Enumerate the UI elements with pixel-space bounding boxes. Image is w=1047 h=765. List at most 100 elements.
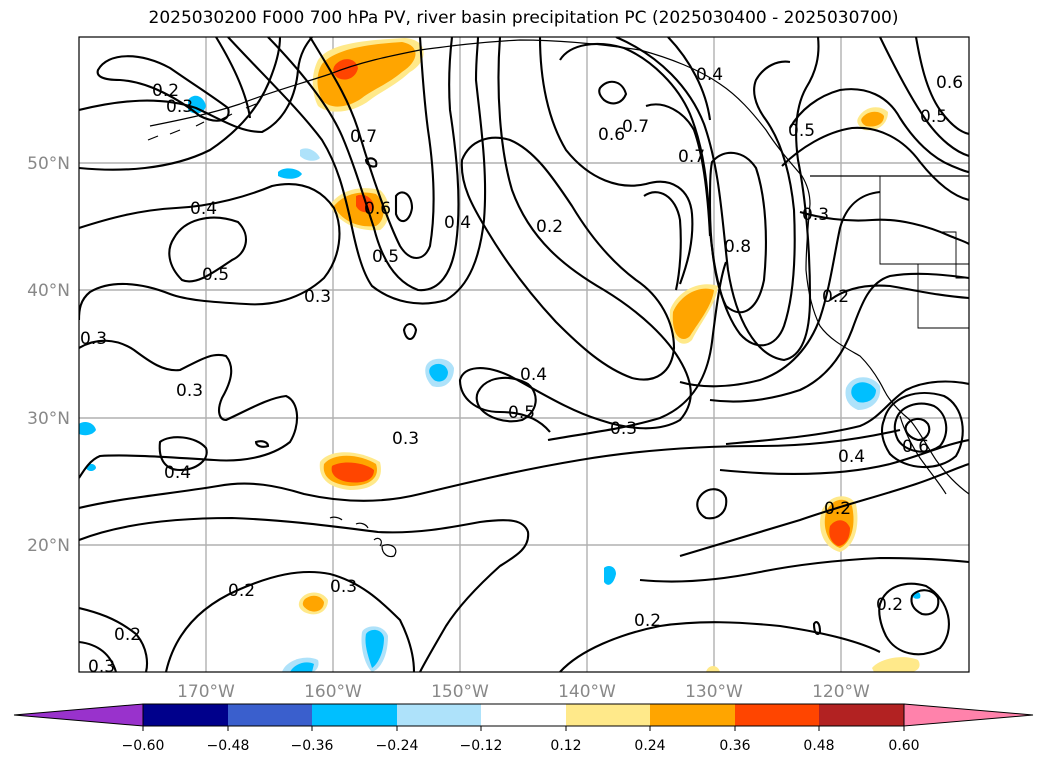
pv-contour-0-3-trough-central	[79, 428, 901, 510]
pv-contour-0-8-ridge	[708, 151, 767, 314]
coastline-alaska	[149, 39, 811, 205]
contour-label-0-6-trough: 0.6	[364, 199, 391, 219]
contour-label-0-3-mid: 0.3	[610, 419, 637, 439]
pv-contour-0-3-low	[719, 438, 969, 475]
coastline-hawaii	[329, 516, 397, 558]
contour-label-0-6-ridge: 0.6	[598, 125, 625, 145]
contour-label-0-2-s: 0.2	[228, 581, 255, 601]
pv-contour-0-4-ne	[781, 126, 969, 202]
colorbar-extend-low	[13, 703, 144, 727]
pv-contour-0-3-coast-north	[799, 210, 969, 245]
contour-labels: 0.2 0.3 0.4 0.5 0.3 0.3 0.4 0.2 0.2 0.3 …	[80, 65, 963, 677]
pv-contour-0-6-ne-edge	[914, 37, 969, 136]
colorbar-segment-9	[819, 704, 904, 726]
pv-contour-0-4-ridge-outer	[667, 37, 712, 121]
contour-label-0-4-ridge: 0.4	[696, 65, 723, 85]
contour-label-0-2-se: 0.2	[876, 595, 903, 615]
contour-label-0-5-w: 0.5	[202, 265, 229, 285]
colorbar-tick-7: 0.24	[634, 738, 665, 754]
pv-contour-small-loop-5	[812, 621, 822, 635]
pv-contour-0-4-low	[725, 380, 969, 446]
contour-label-0-6-ne-edge: 0.6	[936, 73, 963, 93]
colorbar-segment-4	[397, 704, 481, 726]
precip-shading	[79, 38, 921, 672]
pv-contour-0-3-aleutian	[79, 37, 313, 134]
colorbar-tick-1: −0.60	[122, 738, 165, 754]
colorbar-tick-3: −0.36	[291, 738, 334, 754]
pv-contour-0-2-bottom-mid	[559, 621, 881, 672]
pv-contour-0-3-sw-corner	[79, 640, 118, 672]
contour-label-0-7-west: 0.7	[350, 127, 377, 147]
contour-label-0-4-sw: 0.4	[164, 463, 191, 483]
contour-label-0-5-ne-edge: 0.5	[920, 107, 947, 127]
pv-contour-0-2-se-south	[639, 556, 969, 583]
pv-contour-0-3-west	[79, 339, 299, 479]
lon-axis-labels: 170°W 160°W 150°W 140°W 130°W 120°W	[177, 682, 870, 702]
pv-contour-small-loop-4	[394, 191, 414, 223]
pv-contour-0-7-ridge-main	[645, 103, 712, 237]
lat-axis-labels: 50°N 40°N 30°N 20°N	[27, 154, 70, 556]
colorbar-segment-5	[481, 704, 566, 726]
contour-label-0-2-mid: 0.2	[536, 217, 563, 237]
pv-contour-0-6-ridge	[559, 42, 796, 347]
precip-blob-se-bottom	[872, 657, 920, 672]
contour-label-0-5-ne: 0.5	[788, 121, 815, 141]
pv-contour-0-5-west-trough	[227, 37, 487, 305]
pv-contour-small-loop-1	[402, 322, 418, 341]
lat-label-30n: 30°N	[27, 409, 70, 429]
contour-label-0-8-ridge: 0.8	[724, 237, 751, 257]
colorbar-tick-5: −0.12	[460, 738, 503, 754]
contour-label-0-2-baja: 0.2	[824, 499, 851, 519]
pv-contour-0-5-aleutian	[215, 37, 252, 119]
precip-blob-neg-west-edge	[79, 422, 96, 436]
contour-label-0-7-ridge2: 0.7	[678, 147, 705, 167]
colorbar-tick-9: 0.48	[803, 738, 834, 754]
contour-label-0-3-w-edge: 0.3	[80, 329, 107, 349]
contour-label-0-4-low: 0.4	[838, 447, 865, 467]
contour-label-0-2-sw: 0.2	[114, 625, 141, 645]
lat-label-50n: 50°N	[27, 154, 70, 174]
colorbar-frame	[142, 703, 905, 727]
contour-label-0-3-trough: 0.3	[304, 287, 331, 307]
contour-label-0-3-s: 0.3	[330, 577, 357, 597]
coastlines	[147, 39, 969, 558]
colorbar-segment-8	[735, 704, 819, 726]
contour-label-0-7-ridge: 0.7	[622, 117, 649, 137]
pv-contours	[79, 37, 969, 672]
pv-contour-0-3-coast	[679, 190, 881, 388]
colorbar-segment-1	[143, 704, 228, 726]
contour-label-0-5-trough: 0.5	[372, 247, 399, 267]
contour-label-0-3-central: 0.3	[392, 429, 419, 449]
pv-contour-0-2-south	[79, 516, 530, 672]
contour-label-0-6-low: 0.6	[902, 437, 929, 457]
contour-label-0-3-w2: 0.3	[176, 381, 203, 401]
lat-label-20n: 20°N	[27, 536, 70, 556]
pv-contour-0-4-aleutian	[79, 37, 282, 171]
pv-contour-0-2-south-inner	[164, 570, 416, 672]
lon-label-130w: 130°W	[685, 682, 743, 702]
pv-contour-0-4-west	[79, 183, 341, 321]
map-plot-area	[78, 36, 970, 673]
colorbar: −0.60 −0.48 −0.36 −0.24 −0.12 0.12 0.24 …	[13, 703, 1034, 754]
colorbar-segment-7	[650, 704, 735, 726]
colorbar-segment-2	[228, 704, 312, 726]
contour-label-0-2-se2: 0.2	[634, 611, 661, 631]
contour-label-0-2-nw: 0.2	[152, 81, 179, 101]
pv-contour-0-5-mid-loop	[475, 376, 537, 423]
coastline-us-west	[805, 203, 969, 495]
pv-contour-0-2-aleutian	[96, 55, 230, 122]
pv-contour-0-7-ridge	[598, 80, 628, 105]
pv-contour-0-5-ne	[789, 88, 969, 174]
contour-label-0-4-mid: 0.4	[520, 365, 547, 385]
pv-contour-0-5-ne-edge	[879, 37, 969, 158]
colorbar-tick-4: −0.24	[376, 738, 419, 754]
pv-contour-0-2-sw-corner	[79, 606, 149, 672]
pv-contour-0-3-mid-ridge	[538, 37, 694, 285]
coastline-baja	[899, 415, 947, 495]
pv-contour-0-5-ridge-outer	[615, 37, 820, 362]
contour-label-0-5-mid: 0.5	[508, 403, 535, 423]
colorbar-tick-8: 0.36	[719, 738, 750, 754]
pv-contour-small-loop-2	[364, 157, 378, 168]
pv-contour-small-loop-se	[910, 589, 940, 616]
